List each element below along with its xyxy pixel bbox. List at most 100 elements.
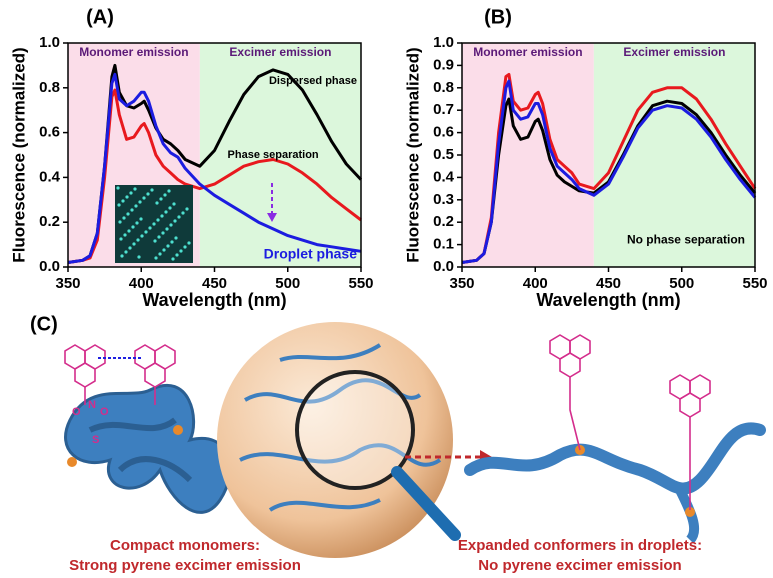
droplet xyxy=(217,322,453,558)
inset-dot xyxy=(160,214,164,218)
atom-label: O xyxy=(100,406,109,418)
cys-site xyxy=(67,457,77,467)
y-tick-label: 0.2 xyxy=(433,213,454,230)
cys-site xyxy=(685,507,695,517)
inset-dot xyxy=(159,197,163,201)
inset-dot xyxy=(154,256,158,260)
caption: Strong pyrene excimer emission xyxy=(69,557,301,574)
inset-dot xyxy=(169,223,173,227)
inset-dot xyxy=(183,245,187,249)
y-tick-label: 0.1 xyxy=(433,236,454,253)
inset-dot xyxy=(162,248,166,252)
atom-label: O xyxy=(72,406,81,418)
inset-dot xyxy=(123,233,127,237)
y-tick-label: 0.4 xyxy=(433,168,455,185)
y-tick-label: 0.4 xyxy=(39,168,61,185)
y-tick-label: 0.0 xyxy=(433,258,454,275)
region xyxy=(462,43,594,267)
inset-dot xyxy=(118,220,122,224)
series-line xyxy=(461,97,757,264)
panel-label: (C) xyxy=(30,313,58,335)
y-axis-label: Fluorescence (normalized) xyxy=(9,47,28,262)
inset-dot xyxy=(153,239,157,243)
inset-dot xyxy=(170,240,174,244)
x-tick-label: 450 xyxy=(202,275,227,292)
x-tick-label: 400 xyxy=(523,275,548,292)
inset-dot xyxy=(139,217,143,221)
inset-dot xyxy=(128,246,132,250)
region xyxy=(199,43,361,267)
series-line xyxy=(461,72,757,264)
y-tick-label: 0.2 xyxy=(39,213,60,230)
inset-dot xyxy=(134,204,138,208)
inset-dot xyxy=(168,206,172,210)
region-label: Monomer emission xyxy=(79,45,188,59)
inset-dot xyxy=(138,200,142,204)
series-line xyxy=(461,79,757,264)
region-label: Excimer emission xyxy=(623,45,725,59)
caption: No pyrene excimer emission xyxy=(478,557,681,574)
panel-title: (B) xyxy=(484,6,512,28)
region xyxy=(593,43,755,267)
inset-dot xyxy=(164,210,168,214)
inset-dot xyxy=(144,230,148,234)
inset-dot xyxy=(150,188,154,192)
inset-dot xyxy=(175,253,179,257)
inset-dot xyxy=(173,219,177,223)
y-tick-label: 0.6 xyxy=(39,124,60,141)
x-axis-label: Wavelength (nm) xyxy=(536,290,680,310)
inset-dot xyxy=(129,191,133,195)
x-tick-label: 350 xyxy=(449,275,474,292)
inset-dot xyxy=(124,250,128,254)
y-tick-label: 1.0 xyxy=(39,34,60,51)
caption: Compact monomers: xyxy=(110,537,260,554)
x-tick-label: 500 xyxy=(669,275,694,292)
inset-dot xyxy=(121,199,125,203)
droplet-proteins xyxy=(239,343,442,512)
inset-dot xyxy=(127,229,131,233)
annotation: No phase separation xyxy=(627,232,745,246)
inset-dot xyxy=(130,208,134,212)
inset-dot xyxy=(126,212,130,216)
y-tick-label: 0.7 xyxy=(433,101,454,118)
y-tick-label: 0.3 xyxy=(433,191,454,208)
atom-label: S xyxy=(92,434,99,446)
series-label: Droplet phase xyxy=(264,246,358,262)
inset-dot xyxy=(181,211,185,215)
x-tick-label: 450 xyxy=(596,275,621,292)
inset-dot xyxy=(125,195,129,199)
inset-dot xyxy=(155,201,159,205)
cys-site xyxy=(173,425,183,435)
inset-dot xyxy=(136,238,140,242)
inset-dot xyxy=(152,222,156,226)
x-tick-label: 350 xyxy=(55,275,80,292)
inset-dot xyxy=(174,236,178,240)
x-tick-label: 500 xyxy=(275,275,300,292)
inset-dot xyxy=(157,235,161,239)
inset-dot xyxy=(166,244,170,248)
region-label: Excimer emission xyxy=(229,45,331,59)
y-tick-label: 0.5 xyxy=(433,146,454,163)
series-line xyxy=(67,72,362,264)
inset-dot xyxy=(158,252,162,256)
y-tick-label: 1.0 xyxy=(433,34,454,51)
inset-dot xyxy=(165,227,169,231)
magnifier-lens xyxy=(295,370,415,490)
x-axis-label: Wavelength (nm) xyxy=(142,290,286,310)
inset-dot xyxy=(156,218,160,222)
series-label: Phase separation xyxy=(228,149,319,161)
inset-dot xyxy=(131,225,135,229)
caption: Expanded conformers in droplets: xyxy=(458,537,702,554)
inset-dot xyxy=(137,255,141,259)
y-axis-label: Fluorescence (normalized) xyxy=(403,47,422,262)
inset-dot xyxy=(161,231,165,235)
inset-dot xyxy=(122,216,126,220)
y-tick-label: 0.8 xyxy=(39,79,60,96)
inset-dot xyxy=(120,254,124,258)
inset-dot xyxy=(135,221,139,225)
region-label: Monomer emission xyxy=(473,45,582,59)
expanded-protein xyxy=(464,422,766,495)
magnifier-handle xyxy=(391,466,461,541)
